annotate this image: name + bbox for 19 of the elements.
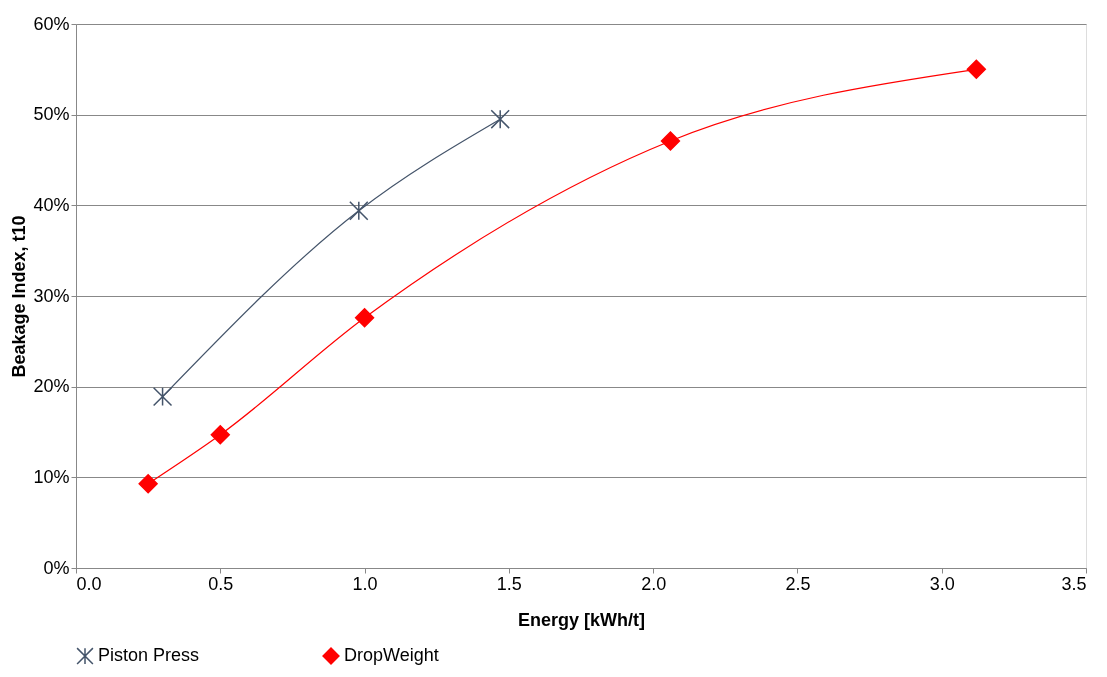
legend-label: Piston Press: [98, 645, 200, 666]
x-tick-label: 0.0: [76, 573, 102, 594]
x-tick-label: 3.0: [929, 573, 955, 594]
x-tick-label: 1.5: [496, 573, 522, 594]
legend-label: DropWeight: [344, 645, 439, 666]
y-tick-label: 10%: [33, 466, 70, 487]
x-tick-label: 0.5: [208, 573, 234, 594]
x-axis-title: Energy [kWh/t]: [517, 609, 646, 630]
y-tick-label: 50%: [33, 104, 70, 125]
y-tick-label: 60%: [33, 13, 70, 34]
x-tick-label: 1.0: [352, 573, 378, 594]
y-tick-label: 0%: [43, 557, 70, 578]
y-tick-label: 40%: [33, 194, 70, 215]
x-tick-label: 3.5: [1061, 573, 1087, 594]
x-tick-label: 2.0: [641, 573, 667, 594]
y-axis-title: Beakage Index, t10: [9, 215, 30, 378]
y-tick-label: 20%: [33, 376, 70, 397]
y-tick-label: 30%: [33, 285, 70, 306]
x-tick-label: 2.5: [785, 573, 811, 594]
